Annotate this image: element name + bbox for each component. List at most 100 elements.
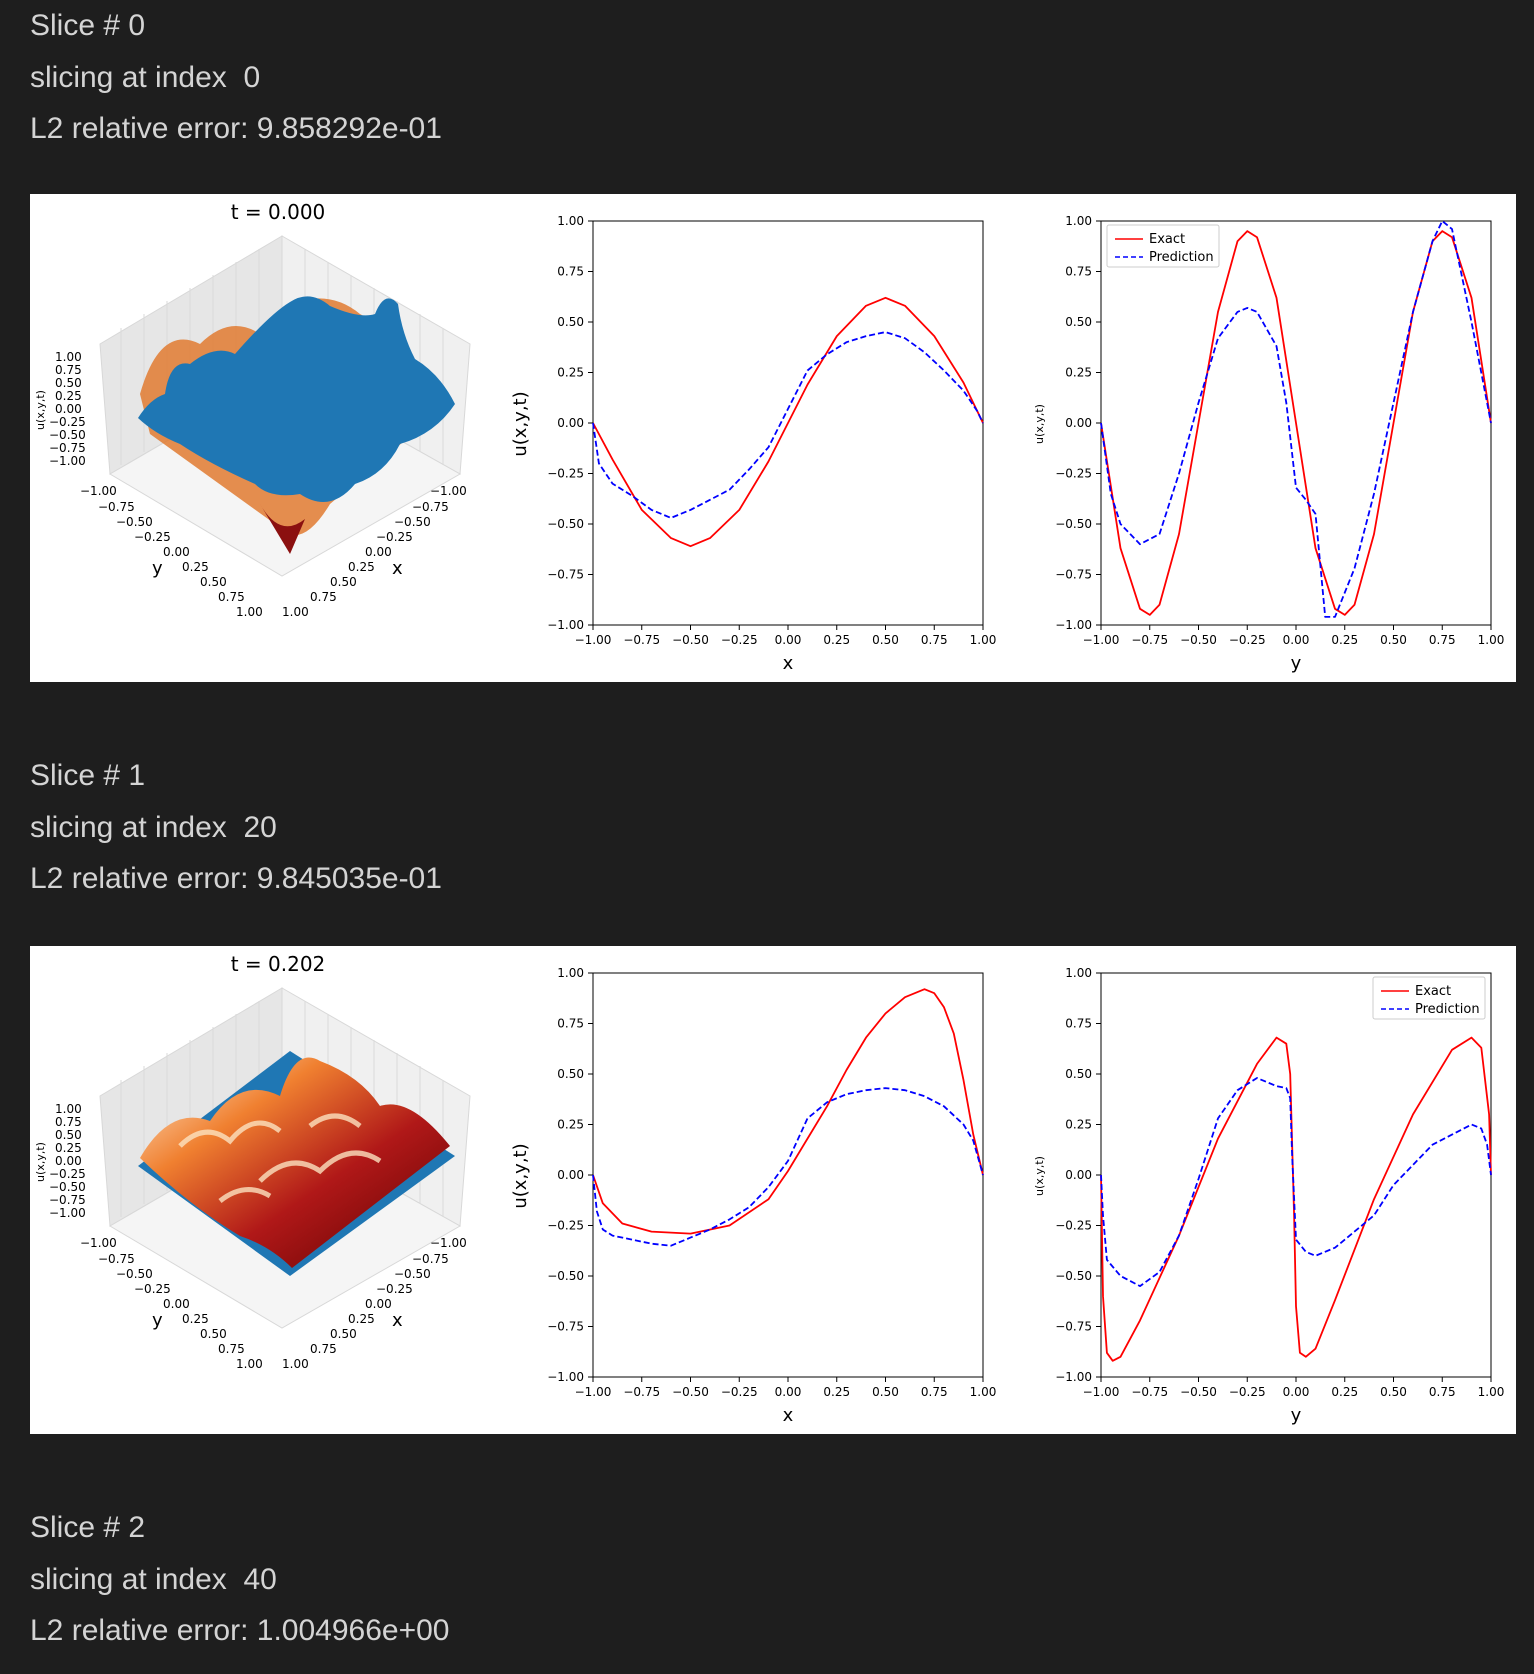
svg-text:0.00: 0.00	[163, 545, 190, 559]
slice-index: slicing at index 0	[30, 61, 261, 94]
x-tick-label: −0.75	[623, 633, 660, 647]
slice-number: Slice # 0	[30, 9, 146, 42]
legend-prediction: Prediction	[1415, 1002, 1480, 1017]
slice-index: slicing at index 20	[30, 811, 277, 844]
slice-index: slicing at index 40	[30, 1563, 277, 1596]
3d-y-ticks: −1.00−0.75 −0.50−0.25 0.000.25 0.500.75 …	[80, 1236, 263, 1371]
surface-plot: t = 0.000	[34, 200, 471, 619]
svg-text:−0.25: −0.25	[134, 530, 171, 544]
3d-y-label: y	[152, 558, 163, 579]
3d-x-label: x	[392, 558, 403, 579]
legend-prediction: Prediction	[1149, 250, 1214, 265]
x-tick-label: −0.25	[1229, 1385, 1266, 1399]
svg-text:0.50: 0.50	[330, 575, 357, 589]
prediction-line	[1100, 220, 1492, 618]
3d-x-ticks: −1.00−0.75 −0.50−0.25 0.000.25 0.500.75 …	[282, 484, 467, 619]
exact-surface-ridges	[178, 1113, 382, 1203]
legend: Exact Prediction	[1372, 976, 1486, 1020]
svg-text:1.00: 1.00	[236, 605, 263, 619]
y-slice-plot: −1.00−1.00 −0.75 −0.75 −0.50 −0.50 −0.25 −0.25…	[1033, 214, 1504, 674]
x-tick-label: 0.25	[1331, 633, 1358, 647]
x-slice-plot: −1.00−1.00 −0.75 −0.75 −0.50 −0.50 −0.25 −0.25…	[510, 966, 996, 1426]
3d-z-label: u(x,y,t)	[34, 390, 47, 430]
y-tick-label: 0.50	[557, 315, 584, 329]
x-tick-label: −0.50	[1180, 633, 1217, 647]
svg-text:−1.00: −1.00	[49, 454, 86, 468]
figure-canvas: t = 0.202	[34, 952, 1504, 1426]
x-slice-xlabel: x	[783, 1405, 794, 1426]
x-tick-label: 0.25	[1331, 1385, 1358, 1399]
3d-x-ticks: −1.00−0.75 −0.50−0.25 0.000.25 0.500.75 …	[282, 1236, 467, 1371]
x-tick-label: 0.50	[1380, 633, 1407, 647]
svg-text:−0.25: −0.25	[376, 1282, 413, 1296]
svg-text:0.50: 0.50	[55, 1128, 82, 1142]
y-tick-label: 1.00	[557, 966, 584, 980]
svg-text:0.00: 0.00	[55, 402, 82, 416]
svg-text:−0.75: −0.75	[49, 1193, 86, 1207]
svg-text:0.00: 0.00	[55, 1154, 82, 1168]
legend-exact: Exact	[1149, 232, 1185, 247]
y-tick-label: 0.25	[557, 1118, 584, 1132]
x-tick-label: 0.50	[872, 633, 899, 647]
y-slice-xlabel: y	[1291, 653, 1302, 674]
3d-z-ticks: 1.000.75 0.500.25 0.00−0.25 −0.50−0.75 −…	[49, 350, 86, 468]
svg-text:−0.25: −0.25	[49, 415, 86, 429]
svg-text:−0.75: −0.75	[98, 500, 135, 514]
y-slice-ylabel: u(x,y,t)	[1033, 1156, 1046, 1196]
3d-x-label: x	[392, 1310, 403, 1331]
x-tick-label: −0.50	[1180, 1385, 1217, 1399]
y-tick-label: −0.50	[547, 517, 584, 531]
exact-surface-trough	[260, 504, 305, 554]
x-slice-plot: −1.00−1.00 −0.75 −0.75 −0.50 −0.50 −0.25 −0.25…	[510, 214, 996, 674]
x-tick-label: −0.50	[672, 633, 709, 647]
y-slice-ylabel: u(x,y,t)	[1033, 404, 1046, 444]
svg-text:−0.50: −0.50	[49, 428, 86, 442]
y-tick-label: 0.00	[557, 1168, 584, 1182]
svg-text:−1.00: −1.00	[49, 1206, 86, 1220]
svg-text:0.00: 0.00	[163, 1297, 190, 1311]
exact-line	[592, 988, 984, 1235]
y-tick-label: 0.50	[557, 1067, 584, 1081]
svg-text:1.00: 1.00	[236, 1357, 263, 1371]
svg-text:0.25: 0.25	[182, 1312, 209, 1326]
y-tick-label: −0.25	[1055, 1219, 1092, 1233]
prediction-surface	[138, 296, 455, 502]
svg-text:−0.25: −0.25	[376, 530, 413, 544]
svg-text:−0.75: −0.75	[49, 441, 86, 455]
svg-text:1.00: 1.00	[282, 1357, 309, 1371]
svg-text:1.00: 1.00	[282, 605, 309, 619]
svg-text:0.50: 0.50	[55, 376, 82, 390]
3d-y-label: y	[152, 1310, 163, 1331]
svg-text:−0.50: −0.50	[394, 515, 431, 529]
x-tick-label: −0.25	[1229, 633, 1266, 647]
x-tick-label: −0.75	[1131, 633, 1168, 647]
y-tick-label: 1.00	[557, 214, 584, 228]
x-tick-label: −0.25	[721, 1385, 758, 1399]
x-tick-label: 0.00	[1283, 633, 1310, 647]
y-tick-label: 0.50	[1065, 1067, 1092, 1081]
y-tick-label: −0.25	[547, 1219, 584, 1233]
x-tick-label: −0.75	[1131, 1385, 1168, 1399]
prediction-line	[1100, 1077, 1492, 1287]
slice-number: Slice # 2	[30, 1511, 146, 1544]
svg-text:1.00: 1.00	[55, 350, 82, 364]
y-tick-label: −0.50	[1055, 1269, 1092, 1283]
y-tick-label: 0.00	[1065, 1168, 1092, 1182]
x-tick-label: 0.25	[823, 1385, 850, 1399]
x-tick-label: 0.75	[1429, 633, 1456, 647]
x-tick-label: 0.75	[1429, 1385, 1456, 1399]
slice-number: Slice # 1	[30, 759, 146, 792]
x-tick-label: 0.50	[872, 1385, 899, 1399]
x-tick-label: −1.00	[1083, 1385, 1120, 1399]
y-tick-label: −0.50	[547, 1269, 584, 1283]
x-slice-ylabel: u(x,y,t)	[510, 1143, 531, 1208]
y-slice-plot: −1.00−1.00 −0.75 −0.75 −0.50 −0.50 −0.25 −0.25…	[1033, 966, 1504, 1426]
svg-text:0.75: 0.75	[218, 590, 245, 604]
plot-frame	[592, 972, 984, 1378]
svg-text:0.50: 0.50	[330, 1327, 357, 1341]
x-tick-label: 0.25	[823, 633, 850, 647]
y-tick-label: 1.00	[1065, 214, 1092, 228]
y-tick-label: −0.75	[547, 568, 584, 582]
y-tick-label: −0.50	[1055, 517, 1092, 531]
svg-text:−1.00: −1.00	[430, 484, 467, 498]
